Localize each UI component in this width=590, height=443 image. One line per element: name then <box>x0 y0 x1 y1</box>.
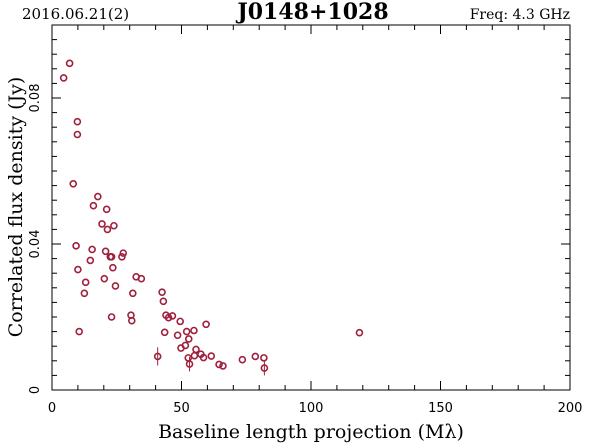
data-point <box>59 74 68 82</box>
data-point <box>190 326 198 335</box>
data-point <box>119 249 128 257</box>
data-point <box>176 317 185 326</box>
x-tick-label: 50 <box>173 401 190 416</box>
data-point <box>75 327 83 336</box>
plot-frame <box>51 24 571 391</box>
data-point <box>102 205 111 214</box>
data-point <box>159 297 168 306</box>
data-point <box>72 242 80 250</box>
data-points <box>59 59 364 376</box>
data-point <box>98 220 106 228</box>
data-point <box>73 130 82 139</box>
data-point <box>260 364 269 372</box>
data-point <box>88 245 96 254</box>
data-point <box>74 265 82 274</box>
data-point <box>160 328 169 337</box>
data-point <box>100 274 109 283</box>
data-point <box>129 289 137 298</box>
data-point <box>86 256 95 265</box>
data-point <box>127 316 136 325</box>
data-point <box>153 352 162 361</box>
data-point <box>173 331 182 340</box>
data-point <box>199 353 208 362</box>
axis-ticks <box>51 24 571 391</box>
data-point <box>80 289 89 298</box>
data-point <box>164 313 173 322</box>
data-point <box>103 225 112 234</box>
data-point <box>137 274 146 283</box>
x-axis-title: Baseline length projection (Mλ) <box>158 421 464 443</box>
x-tick-label: 200 <box>558 401 583 416</box>
y-tick-label: 0.08 <box>28 84 43 113</box>
data-point <box>101 247 110 256</box>
data-point <box>182 327 191 336</box>
data-point <box>65 59 74 68</box>
epoch-label: 2016.06.21(2) <box>22 5 129 23</box>
data-point <box>158 288 166 296</box>
data-point <box>260 354 268 362</box>
data-point <box>168 312 177 320</box>
data-point <box>81 278 90 287</box>
y-tick-labels: 0 0.04 0.08 <box>28 84 43 395</box>
data-point <box>107 252 116 261</box>
data-point <box>110 221 118 230</box>
x-tick-label: 150 <box>428 401 453 416</box>
data-point <box>202 320 210 329</box>
data-point <box>238 355 247 364</box>
data-point <box>69 179 78 188</box>
x-tick-labels: 0 50 100 150 200 <box>48 401 583 416</box>
x-tick-label: 100 <box>299 401 324 416</box>
data-point <box>73 117 82 126</box>
data-point <box>89 201 98 210</box>
data-point <box>355 328 364 337</box>
data-point <box>207 352 216 360</box>
y-tick-label: 0.04 <box>28 230 43 259</box>
x-tick-label: 0 <box>48 401 56 416</box>
y-tick-label: 0 <box>28 386 43 394</box>
data-point <box>251 352 260 361</box>
data-point <box>184 354 193 362</box>
data-point <box>109 263 117 272</box>
frequency-label: Freq: 4.3 GHz <box>470 7 570 23</box>
data-point <box>219 362 227 370</box>
data-point <box>190 351 199 360</box>
data-point <box>94 192 102 201</box>
data-point <box>215 360 223 369</box>
data-point <box>185 360 194 368</box>
data-point <box>181 341 190 350</box>
data-point <box>111 282 120 290</box>
chart-title: J0148+1028 <box>235 0 388 25</box>
y-axis-title: Correlated flux density (Jy) <box>5 77 27 338</box>
data-point <box>184 335 193 343</box>
data-point <box>118 252 126 261</box>
data-point <box>107 313 116 321</box>
data-point <box>192 345 200 354</box>
